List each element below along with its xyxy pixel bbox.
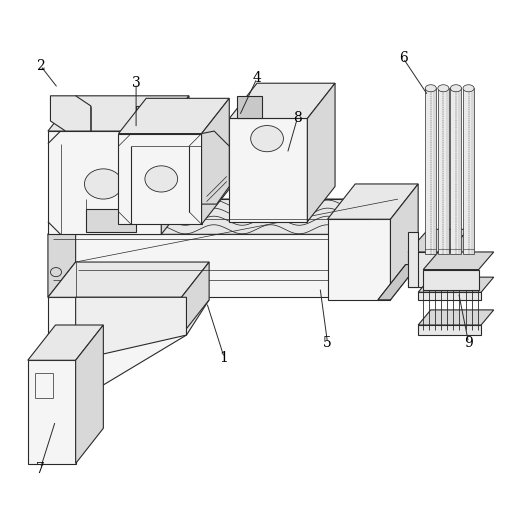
Polygon shape xyxy=(118,134,201,224)
Text: 6: 6 xyxy=(399,51,407,65)
Text: 8: 8 xyxy=(293,112,302,125)
Polygon shape xyxy=(423,252,494,269)
Polygon shape xyxy=(327,184,418,219)
Polygon shape xyxy=(390,184,418,300)
Polygon shape xyxy=(423,269,479,290)
Polygon shape xyxy=(229,118,307,222)
Polygon shape xyxy=(378,265,418,300)
Text: 2: 2 xyxy=(36,59,45,72)
Text: 1: 1 xyxy=(220,351,229,365)
Polygon shape xyxy=(408,252,448,287)
Polygon shape xyxy=(48,199,76,297)
Polygon shape xyxy=(307,83,335,222)
Polygon shape xyxy=(438,88,449,254)
Polygon shape xyxy=(425,88,436,254)
Polygon shape xyxy=(48,297,182,335)
Polygon shape xyxy=(446,88,449,254)
Polygon shape xyxy=(48,199,398,234)
Ellipse shape xyxy=(251,125,283,152)
Polygon shape xyxy=(118,98,229,134)
Text: 7: 7 xyxy=(36,462,45,475)
Text: 9: 9 xyxy=(464,336,473,350)
Polygon shape xyxy=(28,325,103,360)
Text: 3: 3 xyxy=(132,76,141,90)
Ellipse shape xyxy=(50,268,62,277)
Polygon shape xyxy=(418,310,494,325)
Polygon shape xyxy=(418,292,481,300)
Ellipse shape xyxy=(450,85,461,92)
Ellipse shape xyxy=(463,85,474,92)
Polygon shape xyxy=(48,131,161,234)
Polygon shape xyxy=(48,234,371,297)
Ellipse shape xyxy=(85,169,122,199)
Polygon shape xyxy=(50,96,91,131)
Polygon shape xyxy=(371,199,398,297)
Polygon shape xyxy=(76,297,186,360)
Polygon shape xyxy=(136,106,161,131)
Polygon shape xyxy=(28,360,76,464)
Polygon shape xyxy=(201,131,229,204)
Ellipse shape xyxy=(145,166,177,192)
Polygon shape xyxy=(48,300,209,335)
Polygon shape xyxy=(182,262,209,335)
Polygon shape xyxy=(76,325,103,464)
Polygon shape xyxy=(433,88,436,254)
Polygon shape xyxy=(327,219,390,300)
Ellipse shape xyxy=(425,85,436,92)
Text: 5: 5 xyxy=(323,336,332,350)
Text: 4: 4 xyxy=(253,71,262,85)
Polygon shape xyxy=(463,88,474,254)
Ellipse shape xyxy=(438,85,449,92)
Polygon shape xyxy=(229,83,335,118)
Polygon shape xyxy=(48,297,186,418)
Polygon shape xyxy=(450,88,461,254)
Polygon shape xyxy=(48,96,189,131)
Polygon shape xyxy=(237,96,262,118)
Polygon shape xyxy=(458,88,461,254)
Polygon shape xyxy=(418,325,481,335)
Polygon shape xyxy=(471,88,474,254)
Polygon shape xyxy=(201,98,229,224)
Polygon shape xyxy=(408,229,469,252)
Polygon shape xyxy=(448,229,469,287)
Polygon shape xyxy=(86,209,136,232)
Polygon shape xyxy=(161,96,189,234)
Polygon shape xyxy=(418,277,494,292)
Polygon shape xyxy=(408,232,418,287)
Polygon shape xyxy=(48,262,209,297)
